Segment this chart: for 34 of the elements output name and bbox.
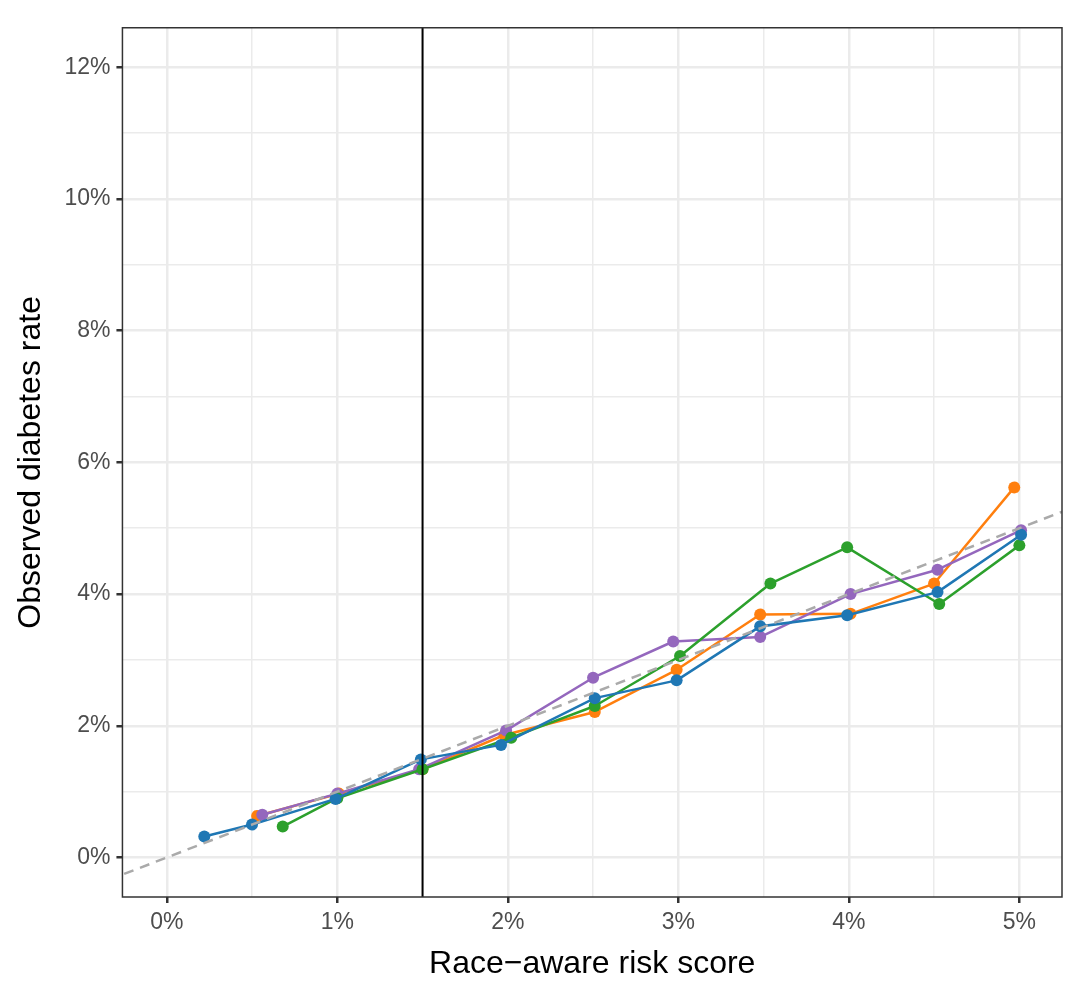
point — [1013, 539, 1026, 552]
point — [931, 563, 944, 576]
point — [587, 671, 600, 684]
point — [754, 608, 767, 621]
point — [256, 808, 269, 821]
point — [931, 586, 944, 599]
point — [841, 541, 854, 554]
x-tick-label: 0% — [150, 908, 184, 935]
point — [276, 820, 289, 833]
x-tick-label: 3% — [661, 908, 695, 935]
y-tick-label: 10% — [64, 184, 111, 211]
y-axis-title: Observed diabetes rate — [11, 296, 48, 629]
y-tick-label: 2% — [77, 711, 111, 738]
x-axis-title: Race−aware risk score — [429, 943, 756, 980]
y-tick-label: 12% — [64, 52, 111, 79]
point — [670, 674, 683, 687]
x-tick-label: 1% — [320, 908, 354, 935]
y-tick-label: 0% — [77, 842, 111, 869]
point — [1008, 481, 1021, 494]
point — [933, 597, 946, 610]
x-tick-label: 5% — [1002, 908, 1036, 935]
point — [494, 738, 507, 751]
y-tick-label: 6% — [77, 447, 111, 474]
point — [1015, 528, 1028, 541]
point — [588, 692, 601, 705]
point — [754, 630, 767, 643]
point — [764, 577, 777, 590]
point — [670, 663, 683, 676]
point — [667, 635, 680, 648]
y-tick-label: 4% — [77, 579, 111, 606]
x-tick-label: 2% — [491, 908, 525, 935]
point — [198, 830, 211, 843]
y-tick-label: 8% — [77, 316, 111, 343]
x-tick-label: 4% — [832, 908, 866, 935]
